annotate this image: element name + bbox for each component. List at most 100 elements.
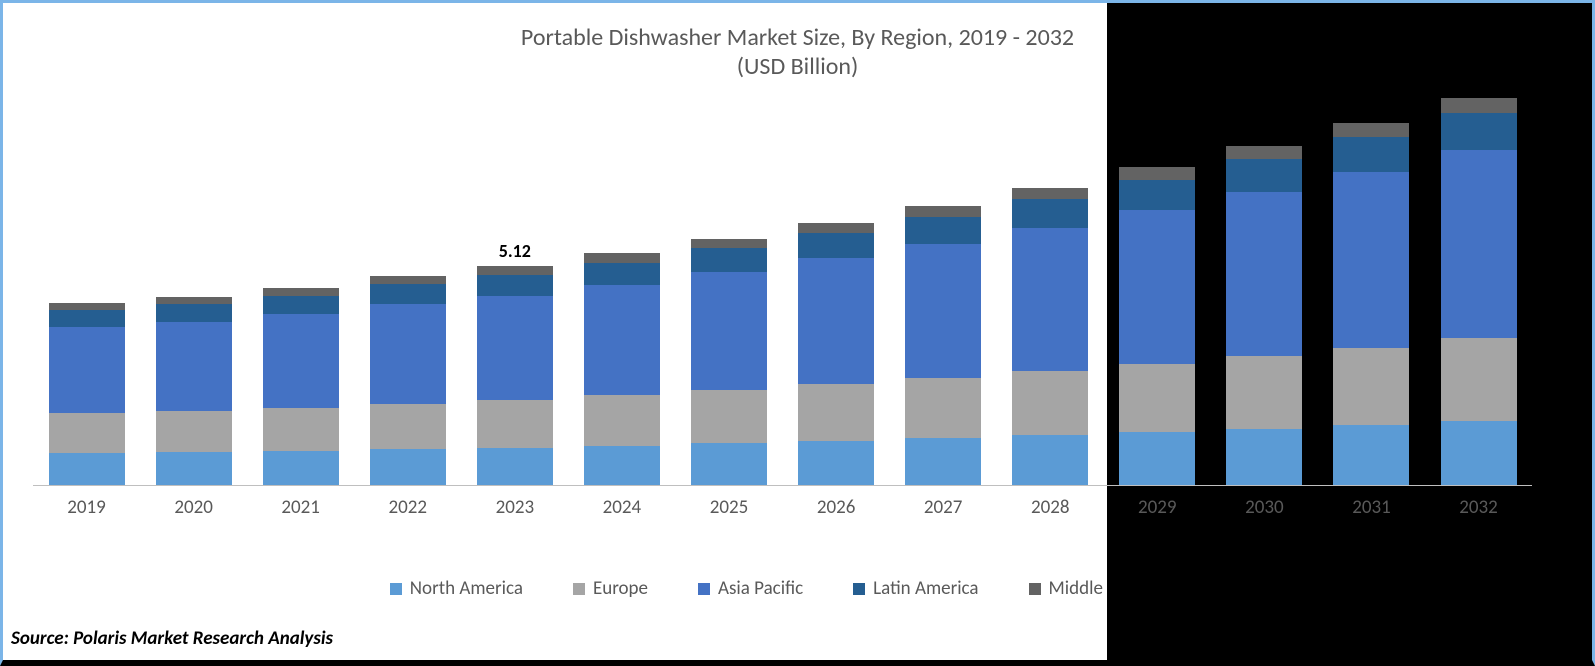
bar-segment xyxy=(1333,137,1409,172)
stacked-bar xyxy=(1226,146,1302,486)
bar-slot xyxy=(997,103,1104,486)
bar-segment xyxy=(263,314,339,408)
stacked-bar xyxy=(1333,123,1409,486)
bar-slot xyxy=(33,103,140,486)
bar-segment xyxy=(1333,425,1409,486)
legend-swatch xyxy=(390,583,402,595)
bar-segment xyxy=(1012,371,1088,435)
bar-segment xyxy=(1119,180,1195,210)
bar-segment xyxy=(798,441,874,486)
x-axis-tick: 2032 xyxy=(1425,496,1532,519)
x-axis-tick: 2022 xyxy=(354,496,461,519)
x-axis-tick: 2020 xyxy=(140,496,247,519)
legend-swatch xyxy=(1029,583,1041,595)
bar-segment xyxy=(370,284,446,304)
bar-slot xyxy=(140,103,247,486)
bar-data-label: 5.12 xyxy=(499,240,531,262)
x-axis-tick: 2029 xyxy=(1104,496,1211,519)
bar-segment xyxy=(477,400,553,448)
bar-segment xyxy=(370,404,446,450)
bar-segment xyxy=(156,304,232,322)
stacked-bar xyxy=(905,206,981,486)
bar-segment xyxy=(1012,228,1088,371)
bar-segment xyxy=(691,390,767,444)
bar-segment xyxy=(691,239,767,249)
bar-slot xyxy=(1318,103,1425,486)
bars-container: 5.12 xyxy=(33,103,1532,486)
bar-slot xyxy=(783,103,890,486)
bar-segment xyxy=(49,303,125,310)
bar-segment xyxy=(691,443,767,486)
stacked-bar xyxy=(1012,188,1088,486)
bar-segment xyxy=(156,297,232,304)
stacked-bar xyxy=(691,239,767,486)
bar-segment xyxy=(1333,172,1409,348)
bar-segment xyxy=(477,448,553,486)
bar-segment xyxy=(156,452,232,486)
bar-segment xyxy=(49,453,125,486)
x-axis-tick: 2025 xyxy=(675,496,782,519)
bar-segment xyxy=(798,258,874,384)
bar-segment xyxy=(49,413,125,453)
bar-segment xyxy=(477,296,553,401)
bar-segment xyxy=(1119,432,1195,486)
bar-segment xyxy=(1012,199,1088,228)
x-axis-tick: 2031 xyxy=(1318,496,1425,519)
bar-segment xyxy=(1441,98,1517,113)
bar-segment xyxy=(1441,150,1517,339)
bar-segment xyxy=(49,310,125,327)
bar-segment xyxy=(263,451,339,486)
chart-title-line1: Portable Dishwasher Market Size, By Regi… xyxy=(521,23,1074,52)
bar-segment xyxy=(1333,348,1409,425)
stacked-bar xyxy=(263,288,339,486)
bar-segment xyxy=(798,233,874,258)
legend-swatch xyxy=(698,583,710,595)
stacked-bar xyxy=(1119,167,1195,486)
bar-segment xyxy=(798,223,874,234)
x-axis: 2019202020212022202320242025202620272028… xyxy=(33,486,1532,528)
bar-segment xyxy=(370,449,446,486)
bar-slot xyxy=(1425,103,1532,486)
bar-slot xyxy=(1104,103,1211,486)
bar-slot xyxy=(890,103,997,486)
legend-swatch xyxy=(573,583,585,595)
bar-segment xyxy=(691,248,767,272)
bar-segment xyxy=(156,411,232,452)
bar-segment xyxy=(263,296,339,315)
bar-segment xyxy=(798,384,874,441)
bar-segment xyxy=(370,276,446,284)
chart-area: 5.12 20192020202120222023202420252026202… xyxy=(33,103,1532,528)
bar-segment xyxy=(1119,364,1195,432)
bar-segment xyxy=(1119,167,1195,180)
bar-segment xyxy=(477,275,553,296)
bar-segment xyxy=(263,408,339,451)
bar-slot xyxy=(568,103,675,486)
bar-segment xyxy=(905,217,981,244)
legend-label: North America xyxy=(410,577,523,600)
bar-segment xyxy=(1226,429,1302,486)
stacked-bar xyxy=(1441,98,1517,486)
x-axis-tick: 2021 xyxy=(247,496,354,519)
legend-item: North America xyxy=(390,577,523,600)
bar-segment xyxy=(49,327,125,413)
bar-slot: 5.12 xyxy=(461,103,568,486)
stacked-bar xyxy=(584,253,660,486)
bar-segment xyxy=(1226,356,1302,428)
legend-swatch xyxy=(853,583,865,595)
stacked-bar xyxy=(370,276,446,486)
x-axis-tick: 2027 xyxy=(890,496,997,519)
bar-segment xyxy=(905,378,981,438)
bar-segment xyxy=(1226,146,1302,159)
chart-frame: Portable Dishwasher Market Size, By Regi… xyxy=(0,0,1595,666)
stacked-bar xyxy=(49,303,125,486)
bar-segment xyxy=(1441,338,1517,420)
bar-segment xyxy=(584,263,660,285)
bar-segment xyxy=(584,253,660,262)
stacked-bar xyxy=(798,223,874,486)
bar-slot xyxy=(354,103,461,486)
bar-segment xyxy=(156,322,232,411)
x-axis-tick: 2023 xyxy=(461,496,568,519)
x-axis-tick: 2030 xyxy=(1211,496,1318,519)
bar-segment xyxy=(1441,113,1517,150)
bar-segment xyxy=(477,266,553,275)
